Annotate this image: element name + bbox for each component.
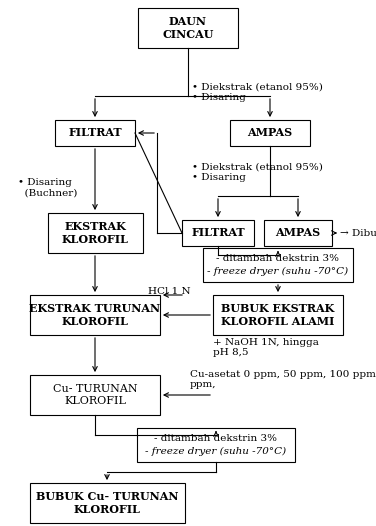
Text: + NaOH 1N, hingga
pH 8,5: + NaOH 1N, hingga pH 8,5 — [213, 338, 319, 357]
Text: Cu- TURUNAN
KLOROFIL: Cu- TURUNAN KLOROFIL — [53, 384, 137, 406]
Bar — [30, 375, 160, 415]
Text: DAUN
CINCAU: DAUN CINCAU — [162, 16, 214, 40]
Bar — [264, 220, 332, 246]
Bar — [30, 295, 160, 335]
Bar — [138, 8, 238, 48]
Text: → Dibuang: → Dibuang — [340, 228, 376, 238]
Text: AMPAS: AMPAS — [276, 228, 321, 238]
Text: EKSTRAK
KLOROFIL: EKSTRAK KLOROFIL — [62, 221, 129, 245]
Text: FILTRAT: FILTRAT — [191, 228, 245, 238]
Bar — [29, 483, 185, 523]
Text: Cu-asetat 0 ppm, 50 ppm, 100 ppm,150
ppm,: Cu-asetat 0 ppm, 50 ppm, 100 ppm,150 ppm… — [190, 370, 376, 389]
Bar — [137, 428, 295, 462]
Bar — [213, 295, 343, 335]
Bar — [47, 213, 143, 253]
Text: BUBUK EKSTRAK
KLOROFIL ALAMI: BUBUK EKSTRAK KLOROFIL ALAMI — [221, 303, 335, 327]
Text: BUBUK Cu- TURUNAN
KLOROFIL: BUBUK Cu- TURUNAN KLOROFIL — [36, 491, 178, 515]
Text: • Disaring
  (Buchner): • Disaring (Buchner) — [18, 178, 77, 197]
Bar — [203, 248, 353, 282]
Text: FILTRAT: FILTRAT — [68, 127, 122, 138]
Bar — [55, 120, 135, 146]
Text: - freeze dryer (suhu -70°C): - freeze dryer (suhu -70°C) — [208, 267, 349, 276]
Text: - freeze dryer (suhu -70°C): - freeze dryer (suhu -70°C) — [146, 447, 287, 457]
Text: HCl 1 N: HCl 1 N — [148, 288, 191, 297]
Text: AMPAS: AMPAS — [247, 127, 293, 138]
Text: • Diekstrak (etanol 95%)
• Disaring: • Diekstrak (etanol 95%) • Disaring — [192, 163, 323, 183]
Text: EKSTRAK TURUNAN
KLOROFIL: EKSTRAK TURUNAN KLOROFIL — [29, 303, 161, 327]
Bar — [182, 220, 254, 246]
Text: - ditambah dekstrin 3%: - ditambah dekstrin 3% — [155, 434, 277, 443]
Text: - ditambah dekstrin 3%: - ditambah dekstrin 3% — [217, 254, 340, 262]
Bar — [230, 120, 310, 146]
Text: • Diekstrak (etanol 95%)
• Disaring: • Diekstrak (etanol 95%) • Disaring — [192, 83, 323, 103]
